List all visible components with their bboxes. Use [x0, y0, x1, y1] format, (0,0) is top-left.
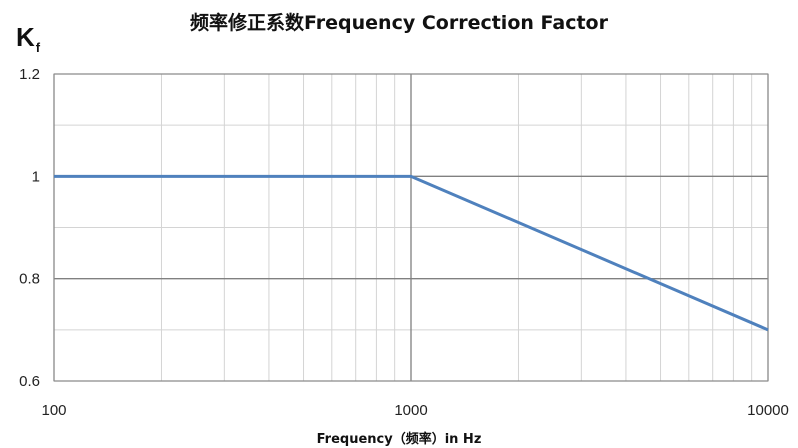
tick-labels: 0.6 0.8 1 1.2 100 1000 10000 [19, 66, 789, 419]
y-tick-label: 1 [32, 168, 40, 185]
plot-frame [53, 73, 769, 382]
y-axis-label-main: K [16, 22, 35, 52]
series-layer [54, 174, 769, 332]
series-line [54, 174, 769, 332]
x-tick-label: 100 [41, 402, 66, 419]
y-axis-label-subscript: f [35, 40, 41, 55]
chart-title: 频率修正系数Frequency Correction Factor [190, 12, 608, 34]
y-tick-label: 0.8 [19, 271, 40, 288]
x-tick-label: 1000 [394, 402, 427, 419]
x-tick-label: 10000 [747, 402, 789, 419]
y-tick-label: 1.2 [19, 66, 40, 83]
y-axis-label: Kf [16, 22, 41, 55]
y-tick-label: 0.6 [19, 373, 40, 390]
x-axis-label: Frequency（频率）in Hz [316, 432, 482, 447]
